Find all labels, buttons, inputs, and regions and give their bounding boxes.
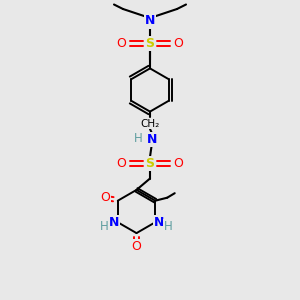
- Text: O: O: [132, 240, 141, 253]
- Text: CH₂: CH₂: [140, 118, 160, 129]
- Text: S: S: [146, 157, 154, 170]
- Text: O: O: [174, 37, 183, 50]
- Text: N: N: [147, 133, 158, 146]
- Text: O: O: [117, 157, 126, 170]
- Text: H: H: [164, 220, 173, 233]
- Text: O: O: [117, 37, 126, 50]
- Text: N: N: [145, 14, 155, 28]
- Text: H: H: [100, 220, 109, 233]
- Text: H: H: [134, 131, 142, 145]
- Text: O: O: [100, 191, 110, 204]
- Text: O: O: [174, 157, 183, 170]
- Text: N: N: [109, 216, 119, 229]
- Text: N: N: [154, 216, 164, 229]
- Text: S: S: [146, 37, 154, 50]
